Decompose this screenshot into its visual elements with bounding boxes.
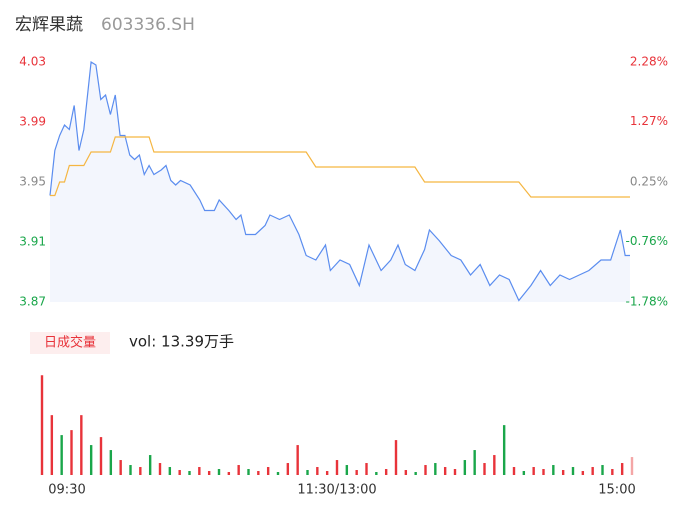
- volume-bar: [571, 467, 575, 475]
- volume-bar: [601, 465, 604, 475]
- volume-bar: [591, 467, 594, 475]
- volume-bar: [552, 465, 555, 475]
- volume-bar: [561, 470, 565, 475]
- volume-label: 日成交量: [44, 335, 96, 351]
- volume-bar: [89, 445, 93, 475]
- volume-bar: [502, 425, 506, 475]
- x-tick-label: 09:30: [48, 483, 85, 498]
- volume-bar: [345, 465, 349, 475]
- volume-bar: [375, 472, 378, 475]
- price-area: [50, 62, 630, 302]
- volume-bar: [276, 472, 280, 475]
- volume-bar: [129, 465, 132, 475]
- volume-bar: [119, 460, 122, 475]
- volume-bar: [40, 375, 44, 475]
- y-tick-label: 3.91: [19, 235, 46, 249]
- y-tick-label: 3.87: [19, 295, 46, 309]
- volume-bar: [581, 471, 585, 475]
- volume-panel: 09:30 11:30/13:00 15:00: [40, 375, 636, 498]
- volume-bar: [139, 467, 142, 475]
- volume-bar: [306, 470, 309, 475]
- y2-tick-label: -0.76%: [626, 234, 668, 248]
- volume-bar: [620, 463, 624, 475]
- volume-bar: [483, 463, 486, 475]
- volume-bar: [207, 471, 211, 475]
- volume-bar: [335, 460, 339, 475]
- price-panel: 4.03 3.99 3.95 3.91 3.87 2.28% 1.27% 0.25% -0.76…: [19, 55, 668, 309]
- volume-bar: [227, 472, 231, 475]
- average-line: [50, 136, 630, 198]
- price-line: [49, 60, 630, 302]
- volume-bar: [148, 455, 152, 475]
- volume-bar: [434, 463, 437, 475]
- volume-bar: [404, 470, 408, 475]
- stock-name: 宏辉果蔬: [15, 15, 83, 35]
- x-tick-label: 11:30/13:00: [297, 483, 376, 498]
- volume-bar: [542, 469, 545, 475]
- stock-code: 603336.SH: [101, 15, 195, 35]
- volume-bar: [286, 463, 290, 475]
- y2-tick-label: -1.78%: [626, 295, 668, 309]
- y2-tick-label: 1.27%: [630, 114, 668, 128]
- volume-badge: [30, 332, 110, 354]
- y-tick-label: 3.99: [19, 115, 46, 129]
- x-tick-label: 15:00: [598, 483, 635, 498]
- volume-bar: [266, 467, 270, 475]
- volume-bar: [532, 467, 535, 475]
- y2-tick-label: 0.25%: [630, 175, 668, 189]
- volume-bar: [630, 457, 634, 475]
- volume-bar: [168, 467, 172, 475]
- volume-summary: vol: 13.39万手: [129, 333, 234, 351]
- volume-bar: [424, 465, 427, 475]
- volume-bar: [316, 467, 319, 475]
- volume-bar: [99, 437, 103, 475]
- volume-bar: [611, 469, 614, 475]
- volume-bar: [50, 415, 54, 475]
- volume-bar: [414, 472, 417, 475]
- volume-bar: [237, 465, 240, 475]
- volume-bar: [522, 471, 526, 475]
- volume-bar: [178, 470, 181, 475]
- volume-bar: [365, 463, 368, 475]
- y2-tick-label: 2.28%: [630, 55, 668, 69]
- volume-bar: [453, 469, 457, 475]
- volume-bar: [109, 450, 113, 475]
- volume-bar: [325, 471, 329, 475]
- volume-bar: [463, 460, 467, 475]
- volume-bar: [473, 450, 476, 475]
- volume-bar: [247, 469, 250, 475]
- volume-bar: [493, 455, 496, 475]
- y-tick-label: 3.95: [19, 175, 46, 189]
- volume-bar: [80, 415, 83, 475]
- volume-bar: [512, 467, 516, 475]
- volume-bar: [60, 435, 63, 475]
- volume-bar: [257, 471, 260, 475]
- volume-bar: [443, 467, 447, 475]
- volume-bar: [296, 445, 299, 475]
- volume-bar: [384, 469, 388, 475]
- volume-bar: [188, 471, 191, 475]
- volume-bar: [394, 440, 398, 475]
- volume-bar: [217, 469, 221, 475]
- volume-bar: [158, 463, 162, 475]
- y-tick-label: 4.03: [19, 55, 46, 69]
- volume-bar: [70, 430, 73, 475]
- volume-bar: [198, 467, 201, 475]
- volume-bar: [355, 470, 358, 475]
